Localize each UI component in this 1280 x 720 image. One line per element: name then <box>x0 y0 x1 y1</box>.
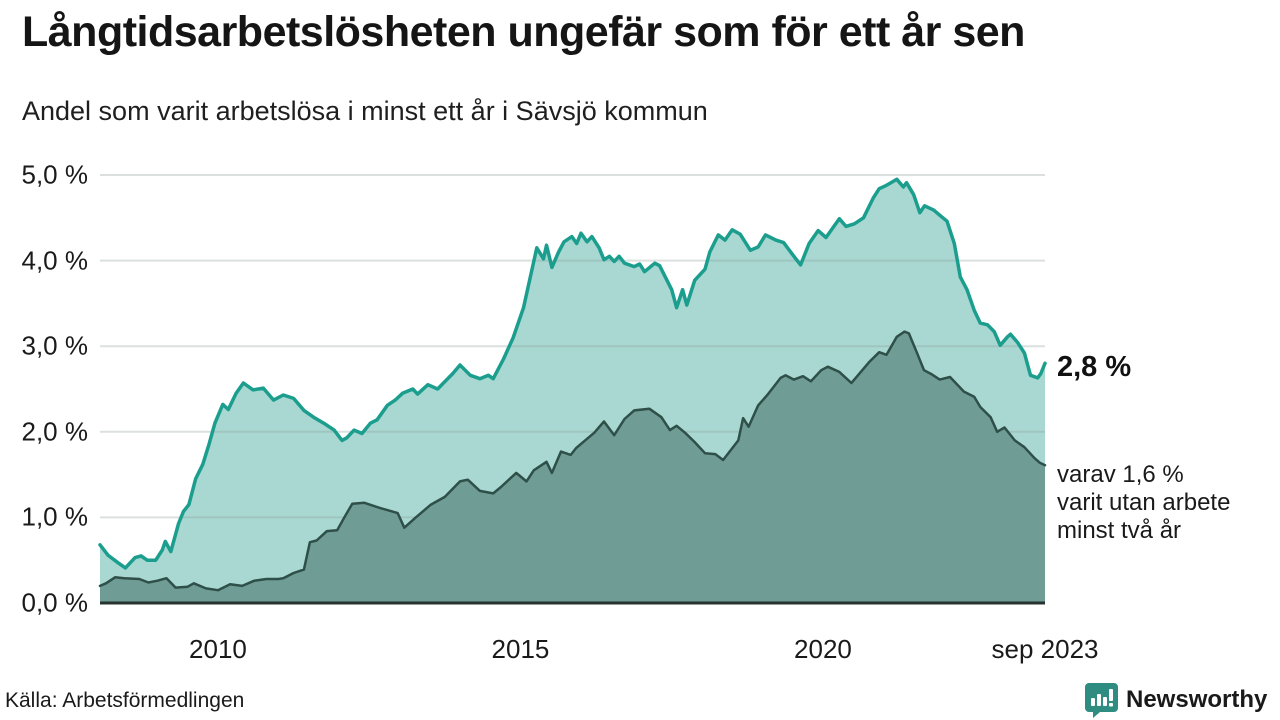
annotation-line-2: varit utan arbete <box>1057 489 1231 516</box>
source-caption: Källa: Arbetsförmedlingen <box>5 689 245 712</box>
latest-value-annotation: 2,8 % <box>1057 351 1132 383</box>
x-tick-label: 2010 <box>189 634 247 664</box>
y-tick-label: 5,0 % <box>21 159 89 190</box>
newsworthy-chart-bubble-icon <box>1085 683 1118 718</box>
y-tick-label: 3,0 % <box>21 330 89 361</box>
x-tick-label: sep 2023 <box>991 634 1099 664</box>
y-tick-label: 4,0 % <box>21 245 89 276</box>
annotation-line-1: varav 1,6 % <box>1057 461 1184 488</box>
y-tick-label: 0,0 % <box>21 587 89 618</box>
series-line-two-years <box>98 330 1047 592</box>
series-line-one-year <box>98 177 1047 570</box>
logo-text: Newsworthy <box>1126 686 1268 713</box>
x-tick-label: 2020 <box>794 634 852 664</box>
y-tick-label: 2,0 % <box>21 416 89 447</box>
series-area-two-years <box>100 331 1045 603</box>
y-tick-label: 1,0 % <box>21 501 89 532</box>
x-tick-label: 2015 <box>491 634 550 664</box>
chart-subtitle: Andel som varit arbetslösa i minst ett å… <box>22 96 708 126</box>
newsworthy-logo: Newsworthy <box>1084 682 1267 718</box>
page-title: Långtidsarbetslösheten ungefär som för e… <box>22 8 1025 56</box>
secondary-annotation: varav 1,6 % varit utan arbete minst två … <box>1057 461 1230 545</box>
annotation-line-3: minst två år <box>1057 517 1182 544</box>
